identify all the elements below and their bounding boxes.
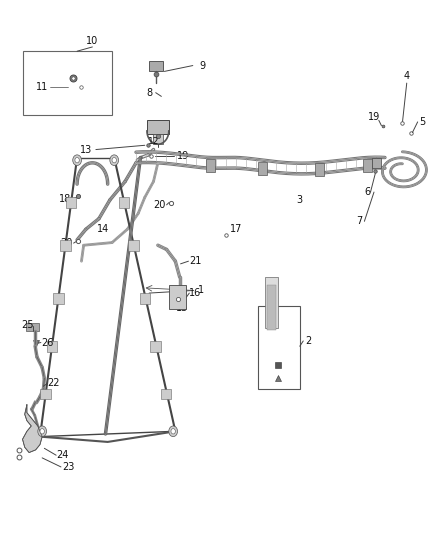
Bar (258, 162, 267, 175)
Bar (363, 159, 372, 172)
Circle shape (112, 158, 117, 163)
Bar (150, 341, 161, 352)
Bar (66, 197, 76, 208)
Text: 3: 3 (297, 195, 303, 205)
Text: 20: 20 (153, 200, 166, 210)
Bar (47, 341, 57, 352)
Bar (147, 120, 169, 134)
Text: 16: 16 (189, 288, 201, 298)
Text: 2: 2 (305, 336, 311, 346)
Text: 19: 19 (177, 151, 189, 161)
Text: 1: 1 (198, 286, 204, 295)
Bar (22, 51, 112, 115)
Text: 14: 14 (97, 224, 110, 235)
Text: 26: 26 (41, 337, 53, 348)
Text: 4: 4 (404, 71, 410, 81)
Bar (267, 285, 276, 330)
Circle shape (73, 155, 81, 165)
Bar (265, 277, 278, 328)
Text: 15: 15 (176, 303, 188, 313)
Polygon shape (22, 405, 42, 453)
Text: 8: 8 (146, 87, 152, 98)
Bar (53, 293, 64, 304)
Text: 17: 17 (230, 224, 243, 235)
Bar (372, 158, 381, 168)
Circle shape (75, 158, 79, 163)
Bar (161, 389, 171, 399)
Text: 23: 23 (62, 462, 74, 472)
Text: 21: 21 (189, 256, 201, 266)
Bar (152, 134, 163, 144)
Text: 20: 20 (60, 238, 72, 248)
Text: 6: 6 (364, 187, 371, 197)
Circle shape (40, 429, 44, 434)
Bar (258, 306, 300, 389)
Text: 25: 25 (21, 320, 34, 330)
Bar (169, 285, 186, 309)
Text: 10: 10 (86, 36, 99, 46)
Text: 9: 9 (199, 61, 205, 70)
Text: 22: 22 (47, 378, 59, 389)
Text: 11: 11 (36, 82, 48, 92)
Circle shape (38, 426, 46, 437)
Bar (149, 61, 163, 71)
Text: 18: 18 (59, 194, 71, 204)
Text: 12: 12 (148, 136, 159, 146)
Bar (26, 323, 39, 332)
Circle shape (110, 155, 119, 165)
Text: 5: 5 (419, 117, 426, 127)
Bar (119, 197, 129, 208)
Bar (40, 389, 51, 399)
Circle shape (171, 429, 175, 434)
Text: 19: 19 (368, 112, 381, 122)
Text: 7: 7 (357, 216, 363, 227)
Bar (60, 240, 71, 251)
Bar (206, 159, 215, 172)
Bar (128, 240, 139, 251)
Text: 24: 24 (57, 450, 69, 460)
Circle shape (169, 426, 177, 437)
Text: 13: 13 (80, 144, 92, 155)
Bar (140, 293, 150, 304)
Bar (315, 163, 324, 176)
